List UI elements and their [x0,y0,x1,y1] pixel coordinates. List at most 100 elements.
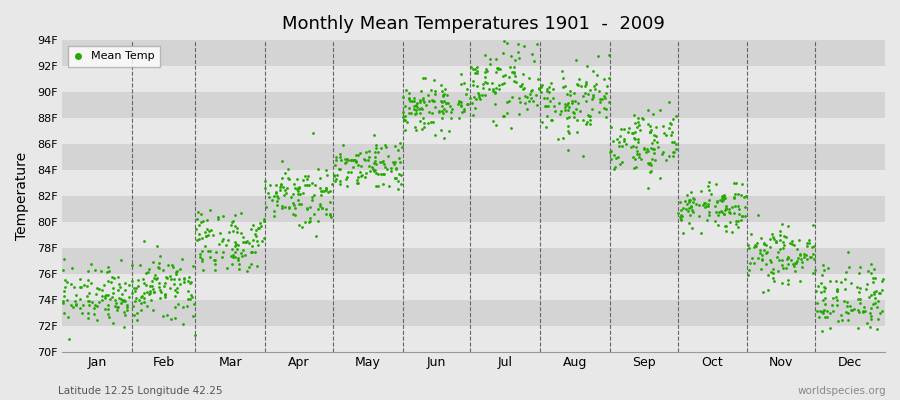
Mean Temp [435,115,449,122]
Mean Temp [228,212,242,218]
Mean Temp [250,263,265,270]
Mean Temp [344,156,358,163]
Mean Temp [763,269,778,275]
Mean Temp [360,157,374,164]
Mean Temp [475,84,490,91]
Mean Temp [793,278,807,284]
Mean Temp [738,213,752,219]
Mean Temp [817,284,832,290]
Mean Temp [468,70,482,76]
Mean Temp [176,320,191,327]
Mean Temp [315,188,329,194]
Mean Temp [810,308,824,315]
Mean Temp [313,192,328,198]
Mean Temp [591,108,606,115]
Mean Temp [76,310,90,316]
Mean Temp [428,88,442,94]
Mean Temp [389,174,403,181]
Mean Temp [124,278,139,284]
Mean Temp [118,298,132,304]
Mean Temp [230,242,245,248]
Mean Temp [491,66,506,73]
Mean Temp [538,124,553,130]
Mean Temp [647,146,662,152]
Mean Temp [514,82,528,89]
Mean Temp [334,157,348,164]
Mean Temp [770,249,785,255]
Mean Temp [492,86,507,92]
Mean Temp [293,200,308,207]
Mean Temp [518,100,532,106]
Mean Temp [568,56,582,63]
Mean Temp [393,140,408,147]
Mean Temp [513,98,527,105]
Mean Temp [763,257,778,263]
Mean Temp [346,157,360,163]
Mean Temp [674,212,688,218]
Mean Temp [644,162,658,168]
Mean Temp [794,256,808,262]
Mean Temp [418,120,432,126]
Mean Temp [456,106,471,112]
Mean Temp [101,292,115,298]
Mean Temp [130,310,144,316]
Mean Temp [363,168,377,175]
Mean Temp [715,198,729,205]
Mean Temp [92,299,106,306]
Mean Temp [176,256,190,263]
Mean Temp [215,254,230,260]
Y-axis label: Temperature: Temperature [15,152,29,240]
Mean Temp [684,189,698,196]
Mean Temp [844,280,859,286]
Mean Temp [230,246,244,252]
Mean Temp [771,257,786,263]
Mean Temp [268,189,283,195]
Mean Temp [207,267,221,273]
Mean Temp [169,269,184,275]
Mean Temp [351,162,365,168]
Mean Temp [410,99,424,106]
Mean Temp [413,109,428,116]
Mean Temp [755,255,770,262]
Mean Temp [120,304,134,310]
Mean Temp [505,69,519,76]
Mean Temp [788,268,802,274]
Mean Temp [66,304,80,310]
Mean Temp [802,236,816,243]
Mean Temp [140,289,154,295]
Mean Temp [147,288,161,295]
Mean Temp [199,233,213,239]
Mean Temp [202,254,217,260]
Mean Temp [613,133,627,140]
Mean Temp [410,110,424,116]
Mean Temp [58,284,72,291]
Mean Temp [346,157,361,163]
Mean Temp [653,174,668,181]
Mean Temp [647,137,662,143]
Mean Temp [612,142,626,149]
Mean Temp [319,166,333,173]
Mean Temp [133,299,148,306]
Mean Temp [729,218,743,224]
Mean Temp [228,238,242,245]
Mean Temp [271,194,285,201]
Mean Temp [834,279,849,286]
Mean Temp [339,174,354,181]
Mean Temp [492,82,507,88]
Mean Temp [184,294,199,300]
Mean Temp [57,256,71,262]
Mean Temp [322,211,337,218]
Mean Temp [815,297,830,303]
Mean Temp [413,99,428,105]
Mean Temp [734,217,748,224]
Mean Temp [644,156,659,162]
Mean Temp [407,95,421,101]
Mean Temp [817,314,832,320]
Mean Temp [511,48,526,55]
Mean Temp [357,156,372,163]
Mean Temp [876,276,890,282]
Mean Temp [674,206,688,213]
Mean Temp [136,276,150,283]
Mean Temp [715,193,729,199]
Bar [62,222,885,248]
